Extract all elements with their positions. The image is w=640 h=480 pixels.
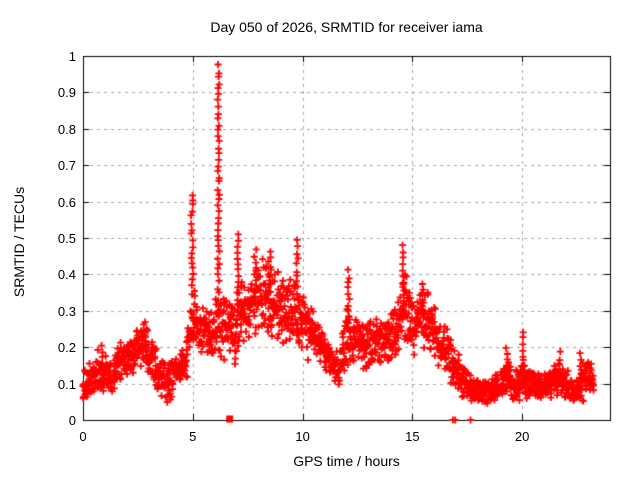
y-tick-label: 0.2 xyxy=(57,340,76,356)
y-tick-label: 0.6 xyxy=(57,194,76,210)
x-tick-label: 10 xyxy=(295,429,310,444)
y-tick-label: 0.4 xyxy=(57,267,76,283)
x-tick-label: 5 xyxy=(189,429,197,444)
x-tick-label: 0 xyxy=(79,429,87,444)
y-tick-label: 0.5 xyxy=(57,231,76,246)
y-tick-label: 0.3 xyxy=(57,303,76,319)
y-tick-label: 0.1 xyxy=(57,376,76,392)
x-axis-label: GPS time / hours xyxy=(293,453,400,469)
chart-title: Day 050 of 2026, SRMTID for receiver iam… xyxy=(210,19,483,35)
y-tick-label: 0 xyxy=(68,413,76,428)
x-tick-label: 15 xyxy=(405,429,420,444)
y-tick-label: 0.7 xyxy=(57,158,76,174)
x-tick-label: 20 xyxy=(514,429,530,444)
y-tick-label: 1 xyxy=(68,49,76,64)
y-tick-label: 0.9 xyxy=(57,85,76,101)
y-tick-label: 0.8 xyxy=(57,121,76,137)
